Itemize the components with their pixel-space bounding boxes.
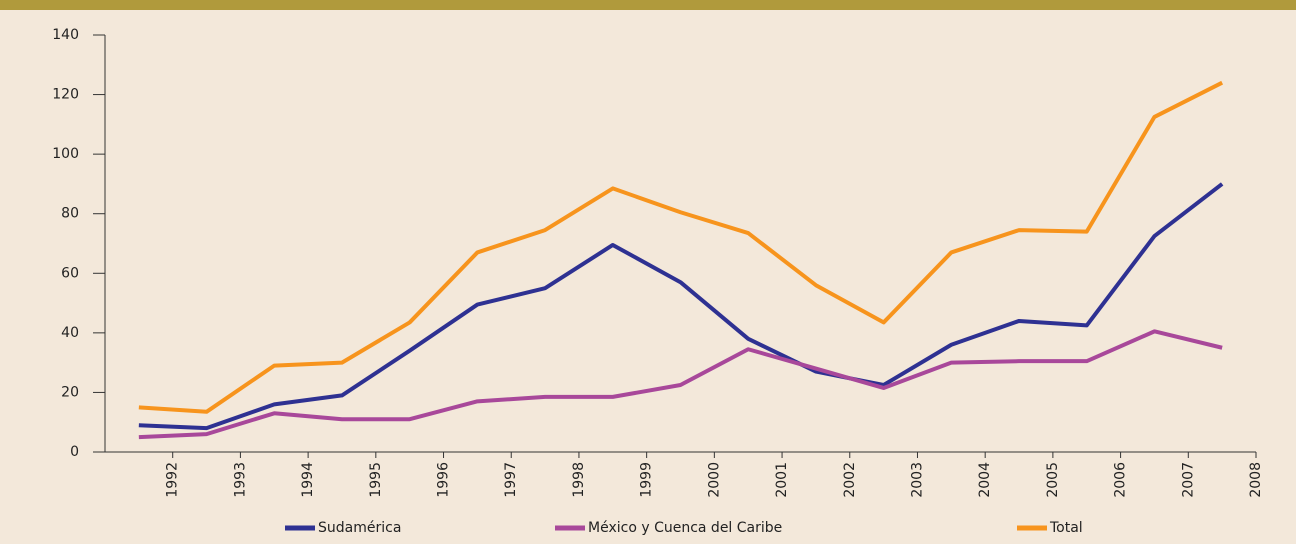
legend-label: Sudamérica xyxy=(318,520,401,536)
x-tick-label: 1995 xyxy=(368,462,384,498)
x-tick-label: 1993 xyxy=(232,462,248,498)
x-tick-label: 2001 xyxy=(774,462,790,498)
y-tick-label: 100 xyxy=(52,146,79,162)
x-tick-label: 2003 xyxy=(909,462,925,498)
series-line xyxy=(138,80,1224,414)
x-tick-label: 2007 xyxy=(1180,462,1196,498)
x-tick-label: 1997 xyxy=(503,462,519,498)
x-tick-label: 2005 xyxy=(1045,462,1061,498)
series-line xyxy=(138,182,1224,431)
y-tick-label: 0 xyxy=(70,444,79,460)
x-tick-label: 1998 xyxy=(571,462,587,498)
x-tick-label: 2002 xyxy=(842,462,858,498)
legend-label: México y Cuenca del Caribe xyxy=(588,520,782,536)
y-tick-label: 140 xyxy=(52,27,79,43)
y-tick-label: 60 xyxy=(61,265,79,281)
y-tick-label: 80 xyxy=(61,206,79,222)
x-tick-label: 1996 xyxy=(436,462,452,498)
top-bar xyxy=(0,0,1296,10)
x-tick-label: 2000 xyxy=(706,462,722,498)
x-tick-label: 2008 xyxy=(1248,462,1264,498)
x-tick-label: 1992 xyxy=(165,462,181,498)
y-tick-label: 120 xyxy=(52,87,79,103)
x-tick-label: 2006 xyxy=(1113,462,1129,498)
x-tick-label: 2004 xyxy=(977,462,993,498)
series-line xyxy=(138,329,1223,440)
y-tick-label: 20 xyxy=(61,384,79,400)
x-tick-label: 1999 xyxy=(639,462,655,498)
x-tick-label: 1994 xyxy=(300,462,316,498)
y-tick-label: 40 xyxy=(61,325,79,341)
legend-label: Total xyxy=(1049,520,1083,536)
